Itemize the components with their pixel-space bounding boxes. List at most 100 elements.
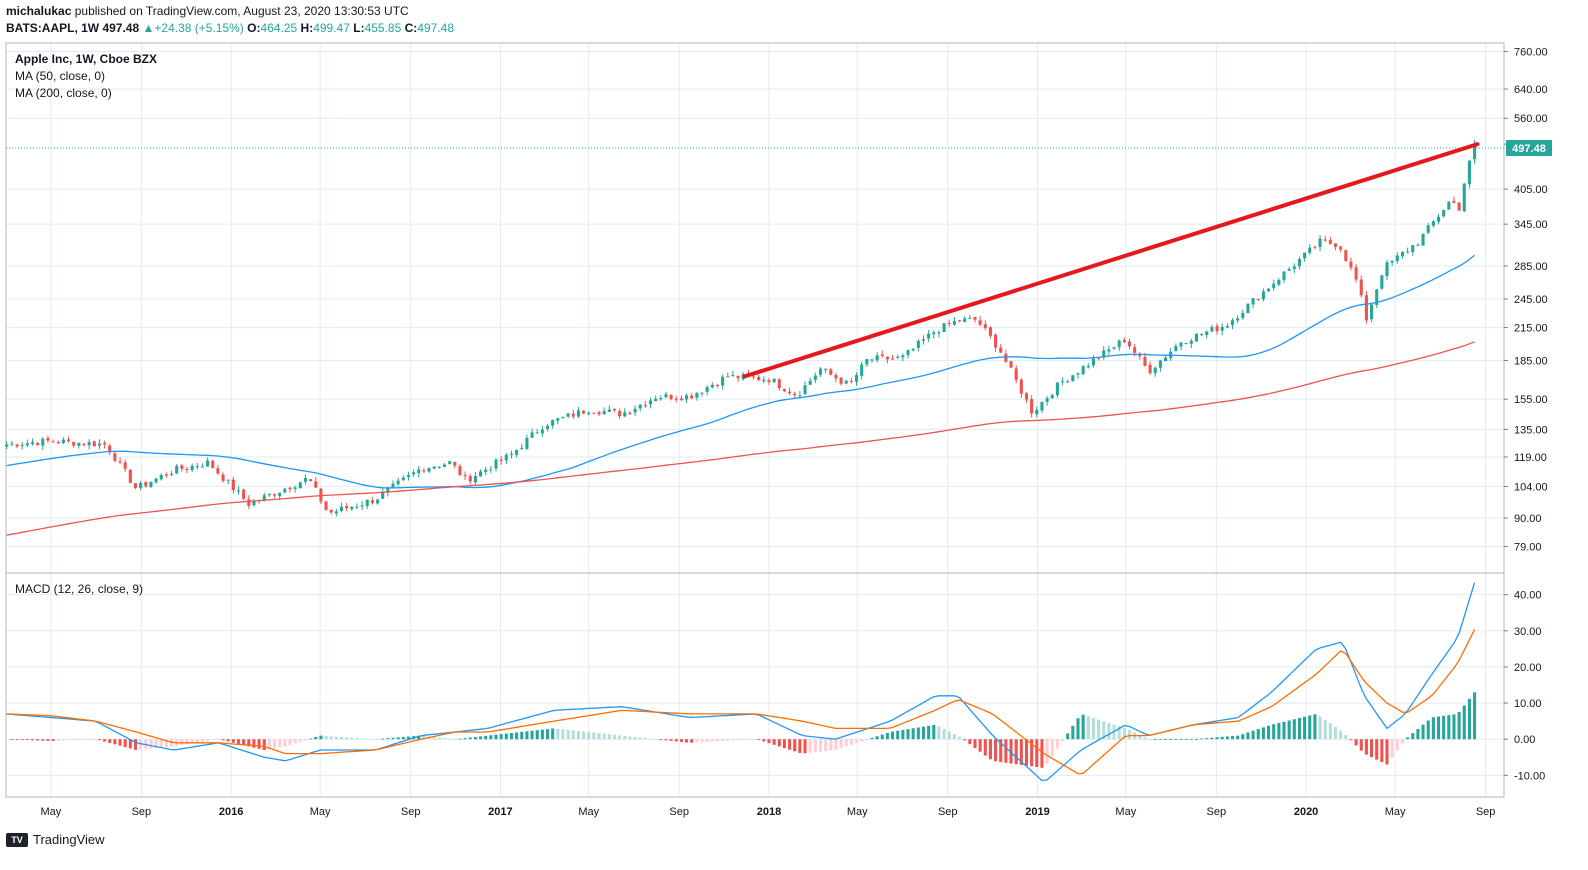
ma200-legend[interactable]: MA (200, close, 0) [15,86,112,100]
macd-histogram-bar [1153,739,1157,740]
y-tick-label: 104.00 [1514,481,1548,493]
signal-line[interactable] [6,629,1476,775]
publisher-name[interactable]: michalukac [6,4,72,18]
candle-body [587,412,591,415]
candle-body [324,501,328,510]
candle-body [1323,239,1327,241]
candle-body [458,466,462,476]
candle-body [1303,252,1307,259]
trend-line[interactable] [742,142,1480,379]
price-axis[interactable]: 79.00 90.00 104.00 119.00 135.00 155.00 185.00… [1504,46,1548,782]
candle-body [350,506,354,510]
candle-body [690,395,694,399]
macd-histogram-bar [1127,730,1132,740]
macd-histogram-bar [56,739,60,741]
macd-histogram-bar [1117,726,1121,740]
macd-histogram-bar [133,739,138,750]
macd-histogram-bar [170,739,174,747]
candle-body [592,412,596,414]
candle-body [901,355,905,358]
ma50-legend[interactable]: MA (50, close, 0) [15,69,105,83]
macd-histogram-bar [834,739,838,750]
candle-body [849,380,853,382]
macd-histogram-bar [1339,730,1343,740]
macd-histogram-bar [901,729,905,740]
macd-line[interactable] [6,582,1476,782]
macd-legend[interactable]: MACD (12, 26, close, 9) [15,582,143,596]
macd-histogram-bar [592,732,596,740]
footer-brand[interactable]: TradingView [33,832,105,847]
chart-title[interactable]: Apple Inc, 1W, Cboe BZX [15,52,157,66]
candle-body [530,432,534,438]
candle-body [108,445,112,453]
close-label: C: [404,21,418,35]
candle-body [1194,333,1198,342]
candle-body [190,465,194,471]
time-axis[interactable]: May Sep 2016 May Sep 2017 May Sep 2018 May Sep 2019… [40,806,1495,818]
macd-histogram-bar [345,737,349,740]
candle-body [113,453,117,461]
macd-histogram-bar [731,739,735,741]
macd-histogram-bar [113,739,117,745]
candle-body [643,405,647,407]
ma50-line[interactable] [6,254,1476,489]
macd-histogram-bar [1452,714,1456,740]
macd-histogram-bar [767,739,771,744]
candle-body [1385,262,1389,277]
candle-body [679,398,683,401]
macd-histogram-bar [1421,724,1425,740]
macd-histogram-bar [957,736,962,740]
candle-body [82,443,86,446]
macd-histogram-bar [880,734,884,740]
macd-histogram-bar [20,739,24,740]
macd-histogram-bar [350,737,354,740]
macd-histogram-bar [1097,719,1101,740]
high-label: H: [300,21,314,35]
candle-body [1102,350,1106,358]
candle-body [1158,360,1162,368]
candle-body [118,461,122,463]
macd-tick-label: 40.00 [1514,590,1542,602]
y-tick-label: 119.00 [1514,452,1547,464]
candle-body [236,490,241,492]
price-pane[interactable] [5,139,1480,536]
macd-histogram-bar [87,739,91,740]
macd-histogram-bar [448,738,452,740]
candle-body [61,439,65,444]
candle-body [1107,349,1111,352]
candle-body [139,482,143,488]
ma200-line[interactable] [6,341,1475,536]
macd-histogram-bar [30,739,35,741]
macd-pane[interactable] [5,582,1477,782]
x-tick-label: May [310,806,331,818]
macd-histogram-bar [61,739,65,741]
macd-histogram-bar [1364,739,1368,755]
candle-body [1256,298,1260,300]
candle-body [1210,326,1214,332]
candle-body [885,356,889,360]
macd-histogram-bar [360,738,364,740]
candle-body [618,410,622,417]
candle-body [1030,399,1034,414]
macd-histogram-bar [983,739,987,756]
price-tag-text: 497.48 [1512,143,1546,155]
candle-body [695,393,699,398]
macd-histogram-bar [324,735,328,740]
candle-body [1395,255,1399,262]
macd-histogram-bar [1045,739,1049,764]
macd-histogram-bar [92,739,96,740]
macd-histogram-bar [700,739,704,743]
macd-histogram-bar [422,735,426,740]
macd-histogram-bar [1385,739,1389,765]
macd-histogram-bar [952,733,956,740]
macd-histogram-bar [303,739,307,741]
x-tick-label: May [847,806,868,818]
candle-body [726,376,730,378]
candle-body [345,505,349,509]
macd-histogram-bar [1400,739,1405,744]
candle-body [1426,225,1430,233]
macd-histogram-bar [319,735,323,740]
macd-histogram-bar [695,739,699,743]
candle-body [92,441,96,447]
